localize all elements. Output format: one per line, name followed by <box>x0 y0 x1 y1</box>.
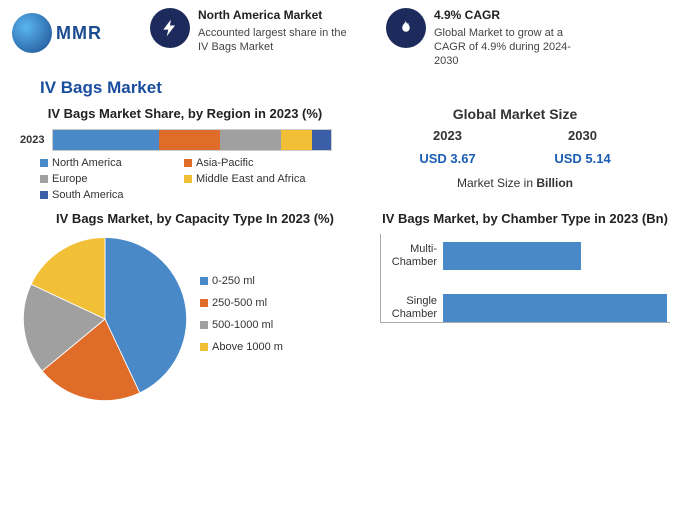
legend-label: Middle East and Africa <box>196 173 305 185</box>
flame-icon <box>386 8 426 48</box>
stat-block-north-america: North America Market Accounted largest s… <box>150 8 348 54</box>
region-legend: North America Asia-Pacific Europe Middle Ea… <box>20 157 350 201</box>
region-bar-area: 2023 <box>20 129 350 151</box>
pie-container <box>20 234 190 404</box>
stat1-title: North America Market <box>198 8 348 24</box>
logo-text: MMR <box>56 23 102 44</box>
bolt-icon <box>150 8 190 48</box>
main-title: IV Bags Market <box>40 78 697 98</box>
stat2-text: 4.9% CAGR Global Market to grow at a CAG… <box>434 8 584 68</box>
legend-label: 500-1000 ml <box>212 319 273 331</box>
swatch-icon <box>200 321 208 329</box>
legend-item: Above 1000 m <box>200 341 283 353</box>
ms-note-bold: Billion <box>536 176 573 190</box>
chamber-chart-title: IV Bags Market, by Chamber Type in 2023 … <box>380 211 670 226</box>
region-segment <box>159 130 220 150</box>
region-segment <box>220 130 281 150</box>
region-chart: IV Bags Market Share, by Region in 2023 … <box>20 106 350 201</box>
region-year-label: 2023 <box>20 134 44 146</box>
ms-note-prefix: Market Size in <box>457 176 536 190</box>
legend-label: Asia-Pacific <box>196 157 253 169</box>
legend-label: Europe <box>52 173 87 185</box>
legend-label: Above 1000 m <box>212 341 283 353</box>
region-segment <box>53 130 159 150</box>
market-size-panel: Global Market Size 2023 2030 USD 3.67 US… <box>360 106 650 201</box>
ms-val1: USD 3.67 <box>419 151 475 166</box>
swatch-icon <box>40 191 48 199</box>
chamber-track <box>443 242 670 270</box>
market-size-note: Market Size in Billion <box>380 176 650 190</box>
chamber-row: SingleChamber <box>381 294 670 322</box>
legend-item: Asia-Pacific <box>184 157 314 169</box>
stat2-body: Global Market to grow at a CAGR of 4.9% … <box>434 27 571 68</box>
swatch-icon <box>184 159 192 167</box>
legend-item: North America <box>40 157 170 169</box>
region-chart-title: IV Bags Market Share, by Region in 2023 … <box>20 106 350 121</box>
capacity-chart: IV Bags Market, by Capacity Type In 2023… <box>20 211 370 404</box>
stat1-body: Accounted largest share in the IV Bags M… <box>198 27 347 53</box>
stat-block-cagr: 4.9% CAGR Global Market to grow at a CAG… <box>386 8 584 68</box>
market-size-years: 2023 2030 <box>380 128 650 143</box>
region-stacked-bar <box>52 129 332 151</box>
stat1-text: North America Market Accounted largest s… <box>198 8 348 54</box>
ms-year1: 2023 <box>433 128 462 143</box>
market-size-values: USD 3.67 USD 5.14 <box>380 151 650 166</box>
charts-grid: IV Bags Market Share, by Region in 2023 … <box>0 106 697 404</box>
chamber-bar <box>443 242 581 270</box>
legend-label: North America <box>52 157 122 169</box>
header: MMR North America Market Accounted large… <box>0 0 697 72</box>
chamber-label: SingleChamber <box>381 295 437 321</box>
chamber-chart: IV Bags Market, by Chamber Type in 2023 … <box>380 211 670 404</box>
logo-globe-icon <box>12 13 52 53</box>
swatch-icon <box>200 277 208 285</box>
legend-item: Middle East and Africa <box>184 173 314 185</box>
capacity-chart-body: 0-250 ml 250-500 ml 500-1000 ml Above 1000 … <box>20 234 370 404</box>
capacity-chart-title: IV Bags Market, by Capacity Type In 2023… <box>20 211 370 226</box>
swatch-icon <box>40 175 48 183</box>
stat2-title: 4.9% CAGR <box>434 8 584 24</box>
market-size-title: Global Market Size <box>380 106 650 122</box>
capacity-legend: 0-250 ml 250-500 ml 500-1000 ml Above 1000 … <box>200 275 283 363</box>
swatch-icon <box>40 159 48 167</box>
chamber-bars: Multi-Chamber SingleChamber <box>380 234 670 323</box>
legend-label: 0-250 ml <box>212 275 255 287</box>
legend-item: 250-500 ml <box>200 297 283 309</box>
legend-label: 250-500 ml <box>212 297 267 309</box>
legend-item: Europe <box>40 173 170 185</box>
legend-item: South America <box>40 189 170 201</box>
chamber-bar <box>443 294 667 322</box>
swatch-icon <box>200 299 208 307</box>
swatch-icon <box>200 343 208 351</box>
logo: MMR <box>12 8 102 58</box>
region-segment <box>312 130 331 150</box>
legend-item: 0-250 ml <box>200 275 283 287</box>
chamber-row: Multi-Chamber <box>381 242 670 270</box>
chamber-track <box>443 294 670 322</box>
legend-item: 500-1000 ml <box>200 319 283 331</box>
chamber-label: Multi-Chamber <box>381 243 437 269</box>
swatch-icon <box>184 175 192 183</box>
region-segment <box>281 130 312 150</box>
legend-label: South America <box>52 189 124 201</box>
capacity-pie-icon <box>20 234 190 404</box>
ms-year2: 2030 <box>568 128 597 143</box>
ms-val2: USD 5.14 <box>554 151 610 166</box>
